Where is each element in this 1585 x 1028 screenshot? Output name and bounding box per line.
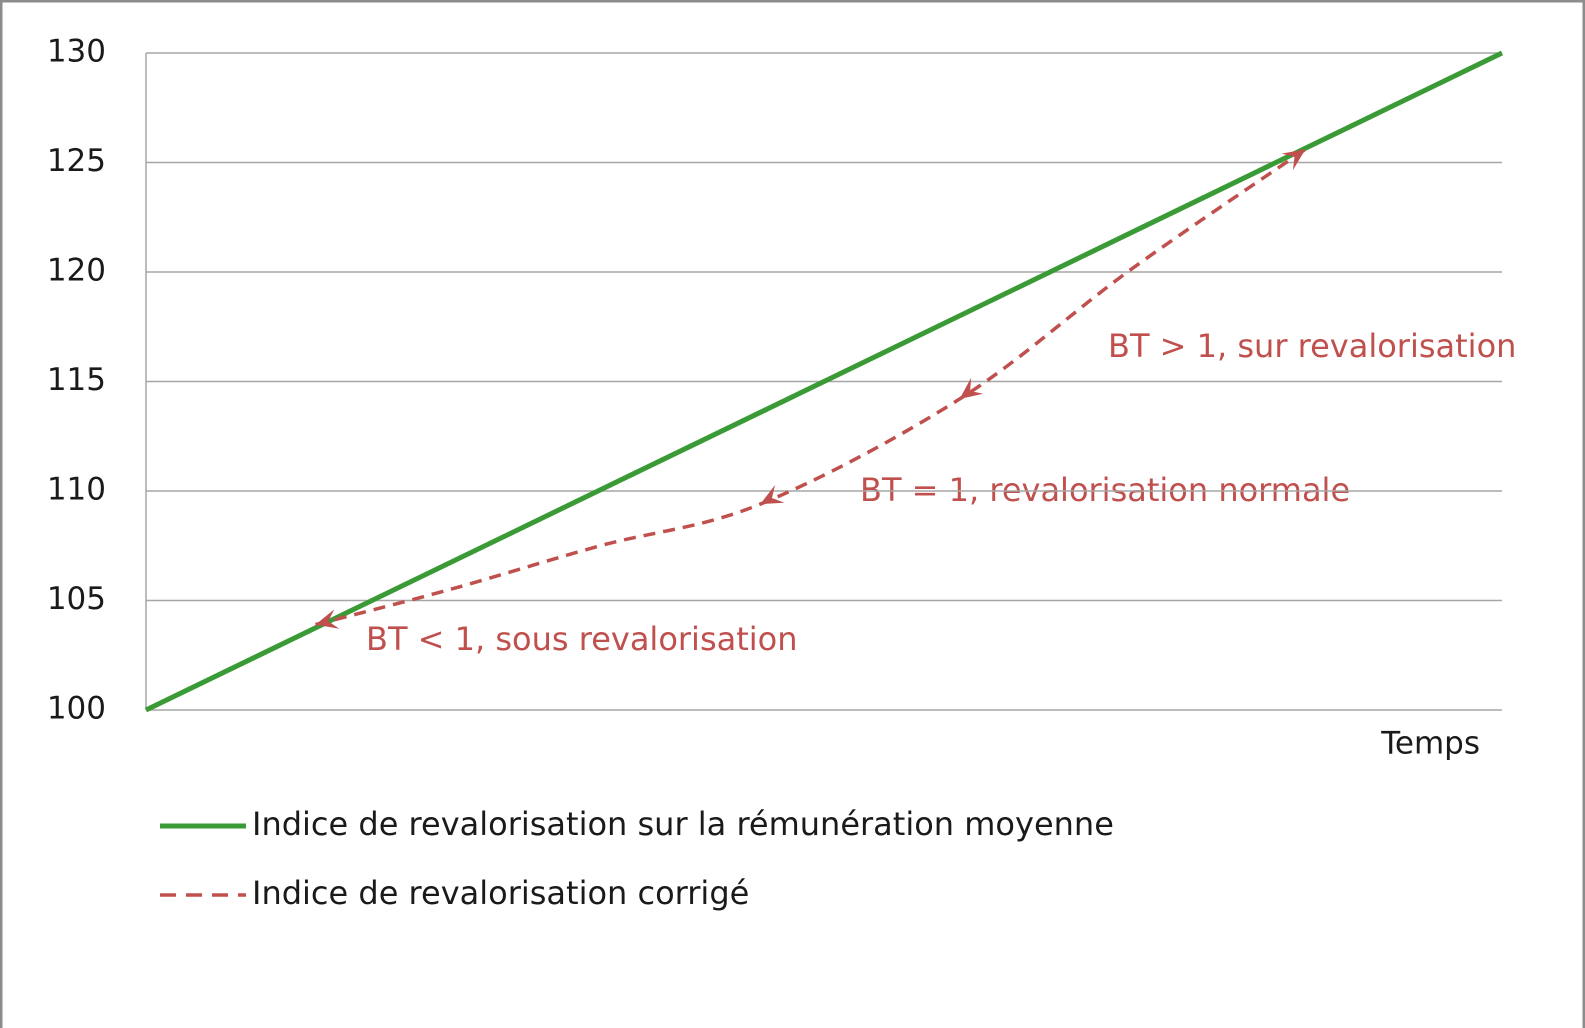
y-tick-label: 125 xyxy=(47,143,106,179)
arrowhead xyxy=(1281,149,1306,171)
arrowhead xyxy=(760,485,785,505)
y-tick-label: 120 xyxy=(47,253,106,289)
arrowhead xyxy=(959,377,984,400)
annotation: BT = 1, revalorisation normale xyxy=(860,471,1350,509)
arrowhead xyxy=(315,609,340,629)
y-tick-label: 100 xyxy=(47,691,106,727)
y-tick-label: 105 xyxy=(47,581,106,617)
annotation: BT < 1, sous revalorisation xyxy=(366,620,798,658)
x-axis-label: Temps xyxy=(1380,726,1480,762)
y-tick-label: 110 xyxy=(47,472,106,508)
annotation: BT > 1, sur revalorisation xyxy=(1108,327,1516,365)
y-tick-label: 115 xyxy=(47,362,106,398)
legend-label: Indice de revalorisation corrigé xyxy=(252,874,749,912)
series-line xyxy=(144,50,1504,713)
legend-label: Indice de revalorisation sur la rémunéra… xyxy=(252,805,1114,843)
series-line xyxy=(315,147,1307,627)
y-tick-label: 130 xyxy=(47,34,106,70)
